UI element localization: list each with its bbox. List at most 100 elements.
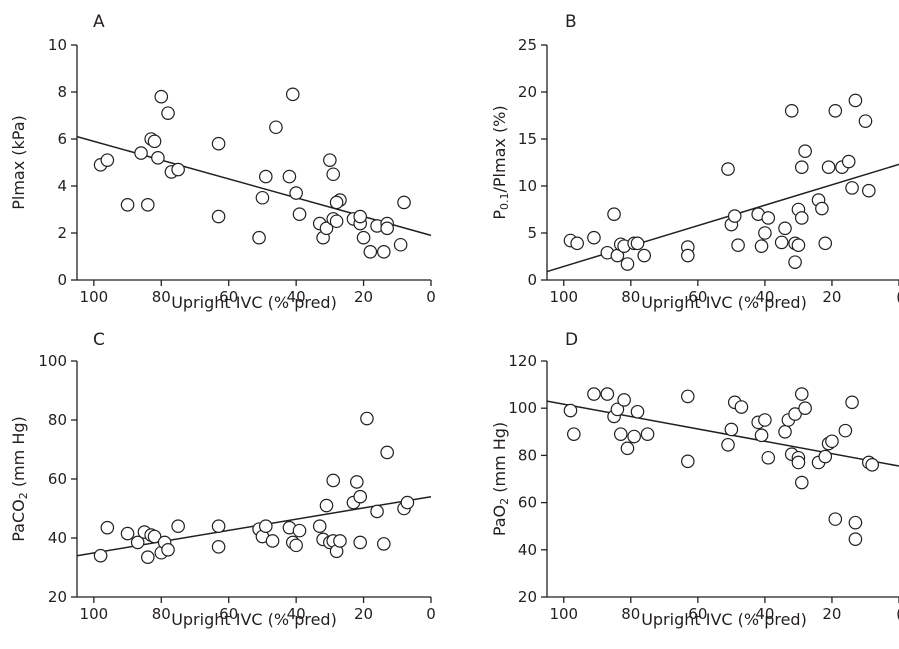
panel-a-data-point: [356, 230, 371, 245]
panel-a: A 100 80 60 40 20 0 0 2 4 6 8 10 Upright IVC (% pred)…: [9, 12, 436, 312]
panel-c: C 100 80 60 40 20 0 20 40 60 80 100 Upright IVC (% p…: [9, 330, 436, 629]
panel-a-data-point: [134, 146, 148, 160]
panel-d-y-axis-title: PaO2 (mm Hg): [490, 422, 511, 536]
panel-c-y-tick-label: 40: [48, 529, 67, 547]
panel-d-y-tick-label: 120: [508, 352, 537, 370]
panel-c-y-tick-label: 100: [38, 352, 67, 370]
panel-a-data-point: [100, 153, 115, 167]
panel-b-y-tick-label: 0: [527, 271, 537, 289]
panel-a-x-axis-title: Upright IVC (% pred): [171, 293, 337, 312]
panel-d-data-point: [600, 387, 615, 401]
panel-b-data-point: [637, 248, 652, 263]
panel-a-data-point: [323, 153, 337, 167]
panel-c-y-axis-title: PaCO2 (mm Hg): [9, 416, 30, 542]
panel-b-data-point: [570, 236, 584, 251]
panel-b-data-point: [761, 211, 776, 225]
panel-a-data-point: [292, 207, 307, 221]
panel-d-y-tick-label: 40: [518, 541, 537, 559]
panel-d-data-point: [620, 441, 635, 456]
panel-c-data-point: [333, 534, 347, 548]
panel-d-data-point: [627, 429, 641, 444]
panel-c-data-point: [292, 523, 307, 538]
panel-a-data-point: [376, 245, 391, 259]
panel-c-y-tick-label: 80: [48, 411, 67, 429]
panel-d-x-tick-label: 40: [755, 605, 774, 623]
panel-d-data-point: [798, 401, 812, 415]
panel-a-data-point: [289, 186, 303, 200]
panel-d-data-point: [567, 427, 581, 441]
panel-b-y-tick-label: 20: [518, 83, 537, 101]
panel-a-data-point: [269, 120, 283, 135]
panel-d-data-point: [818, 449, 833, 464]
panel-c-data-point: [211, 540, 226, 554]
panel-d-y-tick-label: 20: [518, 588, 537, 606]
panel-c-data-point: [171, 519, 185, 533]
panel-c-data-point: [147, 529, 162, 544]
panel-d-data-point: [848, 532, 863, 546]
panel-a-x-tick-label: 100: [80, 288, 109, 306]
panel-a-data-point: [211, 209, 226, 224]
panel-b-x-tick-label: (: [896, 288, 899, 306]
panel-b-data-point: [818, 236, 833, 251]
panel-d-data-point: [825, 434, 839, 449]
panel-d-x-tick-label: 60: [688, 605, 707, 623]
panel-a-data-point: [353, 209, 367, 224]
panel-b-data-point: [774, 235, 789, 250]
panel-c-y-tick-label: 20: [48, 588, 67, 606]
panel-b-data-point: [798, 144, 812, 159]
panel-b-data-point: [630, 236, 645, 251]
panel-b-data-point: [680, 248, 695, 263]
panel-b-data-point: [607, 207, 621, 221]
panel-a-data-point: [161, 106, 175, 120]
panel-b-y-tick-label: 5: [527, 224, 537, 242]
panel-c-data-point: [326, 473, 341, 488]
panel-b-data-point: [821, 160, 836, 174]
panel-d-data-point: [865, 458, 879, 472]
panel-a-data-point: [147, 134, 162, 149]
panel-b-data-point: [791, 238, 806, 253]
panel-d-data-point: [758, 413, 772, 427]
panel-d-data-point: [613, 427, 628, 441]
panel-d-data-point: [587, 387, 601, 401]
panel-a-data-point: [255, 190, 270, 205]
panel-d-data-point: [794, 387, 809, 401]
panel-d-data-point: [754, 428, 769, 443]
panel-b-data-point: [788, 255, 802, 269]
panel-b-data-point: [784, 104, 799, 118]
panel-a-data-point: [329, 214, 344, 229]
panel-b-data-point: [841, 154, 856, 169]
panel-d-x-tick-label: 20: [822, 605, 841, 623]
panel-d-regression-line: [546, 400, 899, 467]
panel-b-data-point: [754, 239, 769, 253]
panel-c-x-tick-label: 100: [80, 605, 109, 623]
panel-b-y-tick-label: 10: [518, 177, 537, 195]
panel-d-data-point: [563, 403, 578, 418]
panel-c-data-point: [360, 411, 374, 426]
panel-c-data-point: [380, 445, 394, 460]
panel-a-data-point: [258, 169, 273, 184]
panel-a-y-tick-label: 6: [57, 130, 67, 148]
panel-c-y-tick-label: 60: [48, 470, 67, 488]
panel-d-data-point: [630, 404, 645, 419]
panel-c-x-tick-label: 40: [287, 605, 306, 623]
panel-c-data-point: [211, 519, 226, 533]
panel-c-x-axis-title: Upright IVC (% pred): [171, 610, 337, 629]
panel-d-x-tick-label: 100: [549, 605, 578, 623]
panel-c-data-point: [258, 519, 273, 533]
panel-a-data-point: [211, 136, 226, 151]
panel-d: D 100 80 60 40 20 (20 40 60 80 100 120 Upright IVC (…: [490, 330, 899, 629]
panel-a-data-point: [285, 87, 300, 102]
panel-a-data-point: [380, 221, 394, 236]
panel-d-data-point: [848, 515, 863, 530]
panel-b-data-point: [794, 160, 809, 174]
panel-d-x-axis-title: Upright IVC (% pred): [641, 610, 807, 629]
panel-b-y-tick-label: 15: [518, 130, 537, 148]
panel-a-y-tick-label: 4: [57, 177, 67, 195]
panel-b-data-point: [727, 209, 742, 223]
panel-b-data-point: [858, 114, 873, 128]
panel-b-x-tick-label: 100: [549, 288, 578, 306]
panel-c-data-point: [120, 526, 135, 541]
panel-a-data-point: [141, 198, 155, 212]
panel-c-data-point: [93, 548, 108, 563]
panel-d-data-point: [680, 454, 695, 469]
